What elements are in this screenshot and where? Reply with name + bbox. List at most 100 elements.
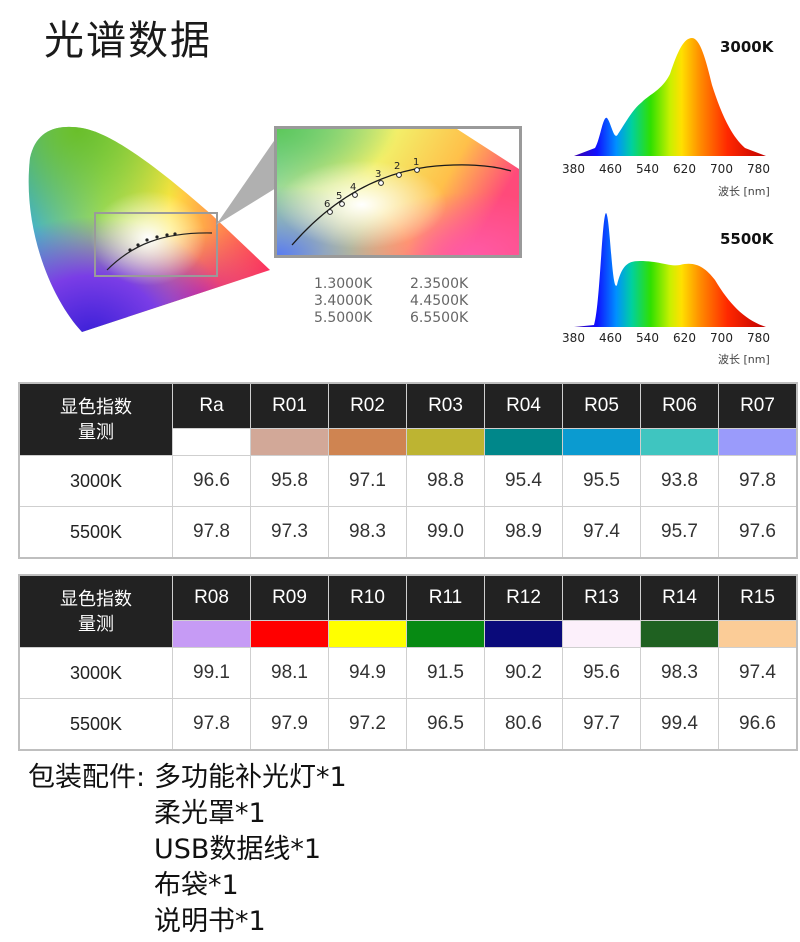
spectrum-3000k-graph (574, 38, 766, 156)
cri-value: 97.8 (718, 455, 798, 507)
spectrum-3000k-ticks: 380 460 540 620 700 780 (555, 162, 777, 176)
package-item: 多功能补光灯*1 (154, 762, 347, 793)
cri-value: 96.5 (406, 698, 485, 751)
cri-value: 99.1 (172, 647, 251, 699)
cri-code-header: R04 (484, 382, 563, 429)
cri-value: 95.8 (250, 455, 329, 507)
cri-value: 95.5 (562, 455, 641, 507)
curve-point-2: 2 (394, 161, 400, 172)
cie-zoom-graphic: 6 5 4 3 2 1 (277, 129, 519, 255)
cri-value: 98.8 (406, 455, 485, 507)
page-title: 光谱数据 (44, 18, 212, 64)
cri-code-header: R03 (406, 382, 485, 429)
curve-point-6: 6 (324, 199, 330, 210)
spectrum-5500k-unit: 波长 [nm] (718, 353, 770, 366)
curve-point-4: 4 (350, 182, 356, 193)
cri-code-header: R14 (640, 574, 719, 621)
cri-value: 98.3 (328, 506, 407, 559)
cri-code-header: R11 (406, 574, 485, 621)
color-swatch (172, 428, 251, 456)
tick-label: 700 (710, 331, 733, 345)
cri-code-header: R05 (562, 382, 641, 429)
cri-value: 95.7 (640, 506, 719, 559)
cri-value: 98.3 (640, 647, 719, 699)
curve-point-3: 3 (375, 169, 381, 180)
cri-value: 95.6 (562, 647, 641, 699)
cri-code-header: R10 (328, 574, 407, 621)
cri-code-header: R01 (250, 382, 329, 429)
cri-value: 99.0 (406, 506, 485, 559)
color-swatch (640, 428, 719, 456)
spectrum-3000k-unit: 波长 [nm] (718, 185, 770, 198)
cri-value: 98.9 (484, 506, 563, 559)
cie-chromaticity-diagram (28, 126, 270, 333)
legend-item: 6.5500K (410, 310, 469, 326)
curve-point-1: 1 (413, 157, 419, 168)
tick-label: 780 (747, 162, 770, 176)
cri-value: 91.5 (406, 647, 485, 699)
cri-code-header: R08 (172, 574, 251, 621)
cri-value: 96.6 (172, 455, 251, 507)
color-swatch (562, 428, 641, 456)
cri-value: 90.2 (484, 647, 563, 699)
cie-zoom-panel: 6 5 4 3 2 1 (274, 126, 522, 258)
cri-value: 96.6 (718, 698, 798, 751)
cri-value: 97.8 (172, 698, 251, 751)
color-swatch (718, 428, 798, 456)
tick-label: 620 (673, 162, 696, 176)
color-swatch (406, 620, 485, 648)
cri-code-header: R07 (718, 382, 798, 429)
legend-item: 3.4000K (314, 293, 373, 309)
cri-table-1: 显色指数 量测 Ra R01 R02 R03 R04 R05 R06 R07 3000K 96.6 95… (18, 382, 798, 559)
color-swatch (406, 428, 485, 456)
row-label: 3000K (18, 455, 173, 507)
package-item: 布袋*1 (154, 870, 239, 901)
table-row: 5500K 97.8 97.9 97.2 96.5 80.6 97.7 99.4 96.6 (18, 698, 798, 751)
color-swatch (484, 620, 563, 648)
color-swatch (484, 428, 563, 456)
zoom-connector (216, 138, 276, 225)
cri-value: 97.3 (250, 506, 329, 559)
tick-label: 460 (599, 162, 622, 176)
header-line: 显色指数 (60, 588, 132, 609)
row-label: 5500K (18, 698, 173, 751)
legend-item: 2.3500K (410, 276, 469, 292)
cri-value: 97.8 (172, 506, 251, 559)
header-line: 显色指数 (60, 396, 132, 417)
tick-label: 380 (562, 331, 585, 345)
color-swatch (250, 428, 329, 456)
spectrum-5500k-ticks: 380 460 540 620 700 780 (555, 331, 777, 345)
cct-legend: 1.3000K 2.3500K 3.4000K 4.4500K 5.5000K … (314, 276, 506, 326)
cri-value: 98.1 (250, 647, 329, 699)
row-label: 3000K (18, 647, 173, 699)
tick-label: 540 (636, 331, 659, 345)
cri-value: 97.4 (562, 506, 641, 559)
tick-label: 540 (636, 162, 659, 176)
legend-item: 5.5000K (314, 310, 373, 326)
tick-label: 380 (562, 162, 585, 176)
header-line: 量测 (78, 613, 114, 634)
legend-item: 1.3000K (314, 276, 373, 292)
legend-item: 4.4500K (410, 293, 469, 309)
package-item: USB数据线*1 (154, 834, 322, 865)
cri-code-header: R12 (484, 574, 563, 621)
cri-code-header: Ra (172, 382, 251, 429)
tick-label: 460 (599, 331, 622, 345)
cri-code-header: R09 (250, 574, 329, 621)
tick-label: 780 (747, 331, 770, 345)
cri-value: 97.7 (562, 698, 641, 751)
package-item: 说明书*1 (154, 906, 266, 937)
cri-table-2: 显色指数 量测 R08 R09 R10 R11 R12 R13 R14 R15 3000K 99.1 9… (18, 574, 798, 751)
cri-code-header: R02 (328, 382, 407, 429)
spectrum-3000k-label: 3000K (720, 38, 774, 56)
color-swatch (640, 620, 719, 648)
color-swatch (328, 428, 407, 456)
package-label: 包装配件: (28, 762, 146, 793)
spectrum-5500k-label: 5500K (720, 230, 774, 248)
cri-value: 97.2 (328, 698, 407, 751)
table-row: 3000K 96.6 95.8 97.1 98.8 95.4 95.5 93.8 97.8 (18, 455, 798, 507)
cri-header-label: 显色指数 量测 (18, 382, 173, 456)
cri-value: 97.1 (328, 455, 407, 507)
cri-code-header: R15 (718, 574, 798, 621)
header-line: 量测 (78, 421, 114, 442)
